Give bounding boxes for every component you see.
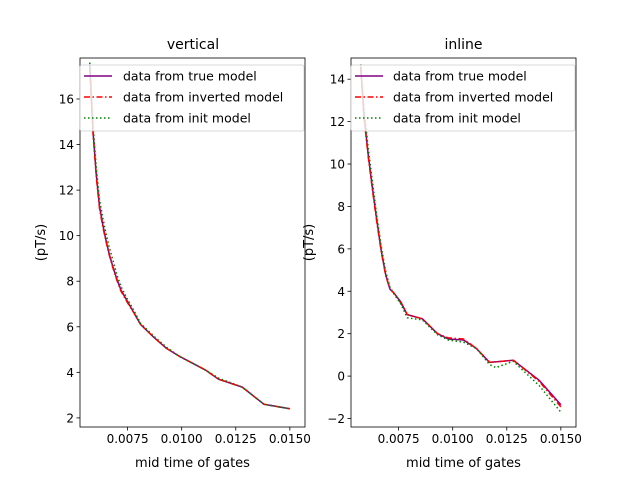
- x-axis-label: mid time of gates: [135, 456, 250, 471]
- legend-label-true: data from true model: [393, 69, 527, 84]
- y-tick-label: 10: [59, 229, 74, 243]
- series-line-data-from-init-model: [88, 62, 290, 410]
- legend-label-inverted: data from inverted model: [123, 90, 283, 105]
- y-tick-label: 16: [59, 93, 74, 107]
- chart-panel-inline: inline 0.0075 0.0100 0.0125 0.0150 −2 0 2 4 6 8 10…: [302, 37, 582, 471]
- y-tick-label: 10: [330, 158, 345, 172]
- chart-panel-vertical: vertical 0.0075 0.0100 0.0125 0.0150 2 4 6 8 10 1…: [34, 37, 311, 471]
- y-tick-label: 8: [337, 200, 345, 214]
- y-axis-label: (pT/s): [34, 224, 49, 262]
- y-tick-label: 4: [337, 285, 345, 299]
- y-tick-label: 6: [66, 320, 74, 334]
- y-tick-label: 8: [66, 275, 74, 289]
- y-tick-label: 4: [66, 366, 74, 380]
- plot-area: [88, 62, 290, 410]
- y-tick-label: 0: [337, 370, 345, 384]
- legend: data from true model data from inverted …: [79, 64, 305, 132]
- chart-title: vertical: [167, 37, 219, 53]
- legend-label-true: data from true model: [123, 69, 257, 84]
- y-tick-label: 2: [66, 411, 74, 425]
- axis-ticks: 0.0075 0.0100 0.0125 0.0150 2 4 6 8 10 12 14 16: [59, 93, 311, 447]
- y-tick-label: 6: [337, 242, 345, 256]
- x-tick-label: 0.0100: [161, 432, 203, 446]
- legend-label-init: data from init model: [123, 111, 251, 126]
- plot-area: [359, 64, 562, 413]
- axes-frame: [79, 57, 306, 428]
- chart-title: inline: [444, 37, 482, 53]
- series-line-data-from-inverted-model: [359, 68, 562, 408]
- legend-label-init: data from init model: [393, 111, 521, 126]
- y-tick-label: −2: [327, 412, 345, 426]
- y-tick-label: 14: [59, 138, 74, 152]
- x-tick-label: 0.0075: [107, 432, 149, 446]
- y-tick-label: 14: [330, 73, 345, 87]
- y-tick-label: 12: [330, 115, 345, 129]
- axes-frame: [350, 57, 577, 428]
- x-tick-label: 0.0150: [540, 432, 582, 446]
- series-line-data-from-init-model: [359, 64, 562, 413]
- x-tick-label: 0.0150: [269, 432, 311, 446]
- legend: data from true model data from inverted …: [350, 64, 576, 132]
- x-axis-label: mid time of gates: [406, 456, 521, 471]
- axis-ticks: 0.0075 0.0100 0.0125 0.0150 −2 0 2 4 6 8 10 12 14: [327, 73, 582, 446]
- legend-box: [79, 64, 305, 132]
- y-tick-label: 2: [337, 327, 345, 341]
- y-axis-label: (pT/s): [302, 224, 317, 262]
- x-tick-label: 0.0075: [378, 432, 420, 446]
- legend-label-inverted: data from inverted model: [393, 90, 553, 105]
- x-tick-label: 0.0125: [215, 432, 257, 446]
- x-tick-label: 0.0125: [486, 432, 528, 446]
- x-tick-label: 0.0100: [432, 432, 474, 446]
- legend-box: [350, 64, 576, 132]
- y-tick-label: 12: [59, 184, 74, 198]
